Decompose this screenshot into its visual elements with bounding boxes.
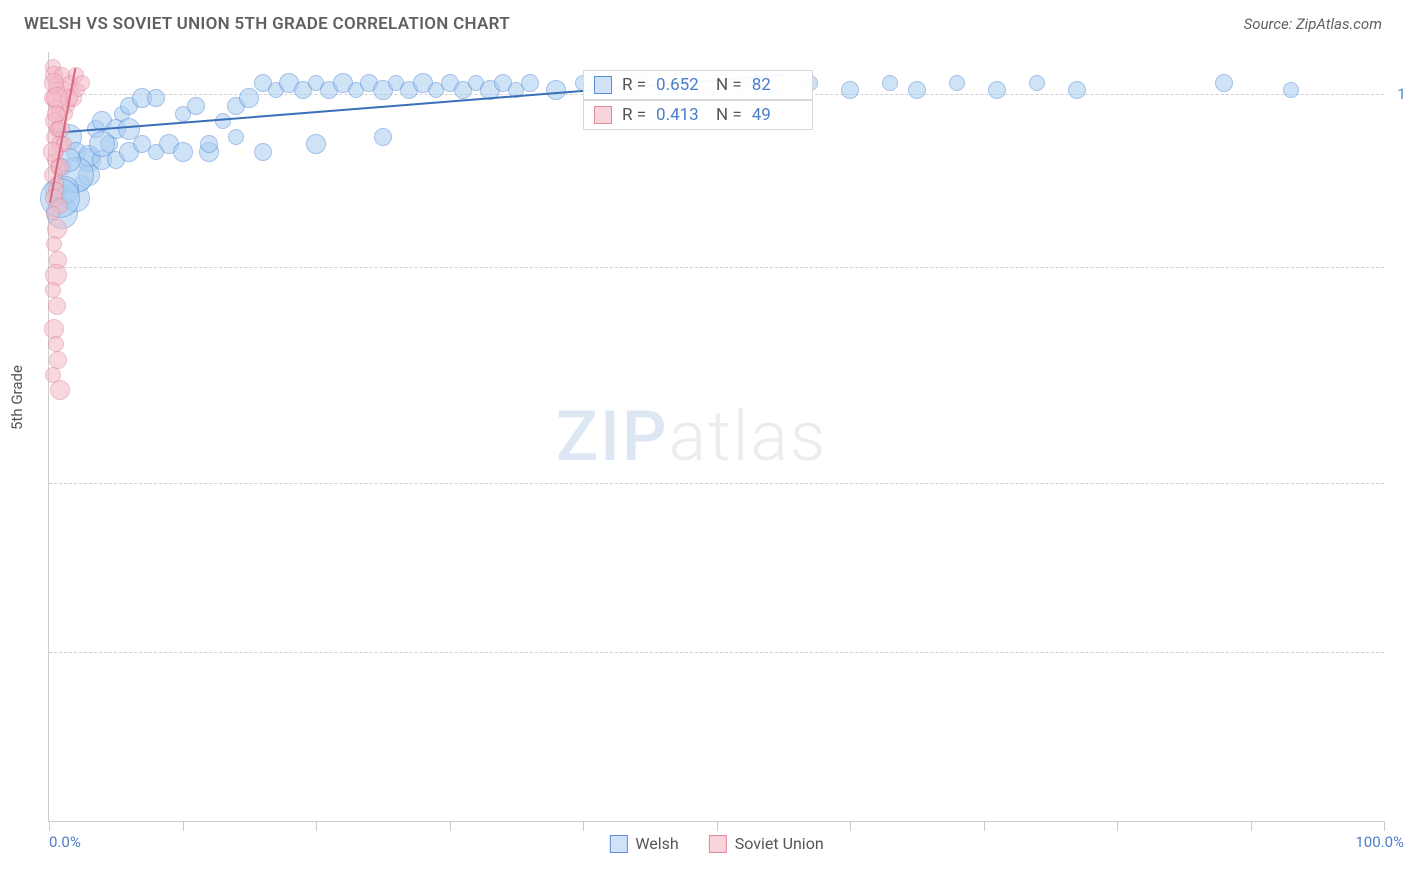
- stats-row: R = 0.413 N = 49: [583, 100, 813, 130]
- series-swatch: [594, 106, 612, 124]
- data-point: [200, 135, 218, 153]
- r-value: 0.652: [656, 75, 706, 95]
- data-point: [228, 129, 244, 145]
- n-label: N =: [716, 75, 742, 95]
- data-point: [239, 88, 259, 108]
- watermark-atlas: atlas: [669, 396, 828, 478]
- stats-row: R = 0.652 N = 82: [583, 70, 813, 100]
- data-point: [74, 75, 90, 91]
- x-axis-max-label: 100.0%: [1355, 833, 1404, 851]
- chart-title: WELSH VS SOVIET UNION 5TH GRADE CORRELAT…: [24, 14, 510, 34]
- gridline-h: [49, 483, 1384, 484]
- data-point: [1068, 81, 1086, 99]
- x-tick: [1117, 821, 1118, 831]
- data-point: [949, 75, 965, 91]
- data-point: [148, 144, 164, 160]
- gridline-h: [49, 267, 1384, 268]
- x-tick: [717, 821, 718, 831]
- data-point: [48, 297, 66, 315]
- data-point: [187, 97, 205, 115]
- data-point: [49, 351, 67, 369]
- n-label: N =: [716, 105, 742, 125]
- data-point: [1029, 75, 1045, 91]
- n-value: 82: [752, 75, 802, 95]
- data-point: [89, 131, 115, 157]
- legend-swatch: [609, 835, 627, 853]
- data-point: [1283, 82, 1299, 98]
- x-tick: [984, 821, 985, 831]
- data-point: [521, 74, 539, 92]
- data-point: [215, 113, 231, 129]
- r-value: 0.413: [656, 105, 706, 125]
- watermark: ZIPatlas: [556, 396, 828, 478]
- x-tick: [450, 821, 451, 831]
- data-point: [254, 143, 272, 161]
- x-tick: [1251, 821, 1252, 831]
- x-axis-min-label: 0.0%: [49, 833, 81, 851]
- x-tick: [316, 821, 317, 831]
- stats-box: R = 0.652 N = 82 R = 0.413 N = 49: [583, 70, 813, 130]
- r-label: R =: [622, 75, 646, 95]
- scatter-plot-area: ZIPatlas 92.5%95.0%97.5%100.0%0.0%100.0%…: [48, 52, 1384, 822]
- data-point: [882, 75, 898, 91]
- watermark-zip: ZIP: [556, 396, 669, 478]
- legend: Welsh Soviet Union: [609, 834, 823, 853]
- x-tick: [49, 821, 50, 831]
- data-point: [306, 134, 326, 154]
- gridline-h: [49, 652, 1384, 653]
- x-tick: [1384, 821, 1385, 831]
- data-point: [374, 128, 392, 146]
- data-point: [47, 105, 65, 123]
- data-point: [1215, 74, 1233, 92]
- y-axis-label: 5th Grade: [8, 365, 26, 430]
- data-point: [841, 81, 859, 99]
- n-value: 49: [752, 105, 802, 125]
- y-tick-label: 100.0%: [1397, 85, 1406, 103]
- series-swatch: [594, 76, 612, 94]
- data-point: [988, 81, 1006, 99]
- chart-header: WELSH VS SOVIET UNION 5TH GRADE CORRELAT…: [0, 0, 1406, 44]
- legend-label: Soviet Union: [735, 834, 824, 853]
- data-point: [147, 89, 165, 107]
- x-tick: [583, 821, 584, 831]
- data-point: [173, 142, 193, 162]
- legend-label: Welsh: [635, 834, 678, 853]
- legend-item: Soviet Union: [709, 834, 824, 853]
- r-label: R =: [622, 105, 646, 125]
- data-point: [50, 380, 70, 400]
- chart-source: Source: ZipAtlas.com: [1244, 15, 1382, 33]
- legend-swatch: [709, 835, 727, 853]
- data-point: [908, 81, 926, 99]
- data-point: [118, 118, 140, 140]
- x-tick: [183, 821, 184, 831]
- x-tick: [850, 821, 851, 831]
- legend-item: Welsh: [609, 834, 678, 853]
